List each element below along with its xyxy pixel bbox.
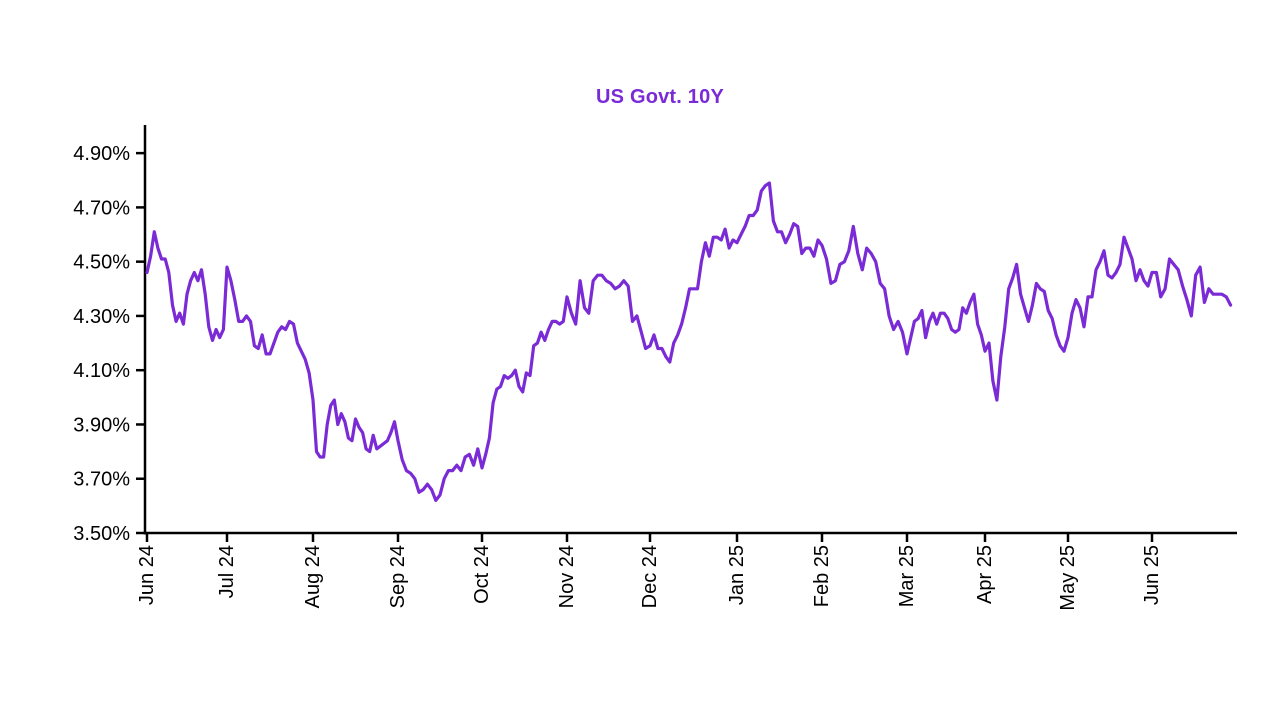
x-tick-label: Oct 24 — [471, 545, 493, 604]
y-tick-label: 4.70% — [73, 197, 130, 219]
x-tick-label: Aug 24 — [302, 545, 324, 608]
y-tick-label: 4.30% — [73, 306, 130, 328]
x-tick-label: Jun 25 — [1141, 545, 1163, 605]
y-tick-label: 3.50% — [73, 523, 130, 545]
x-tick-label: Feb 25 — [811, 545, 833, 607]
yield-line-series — [145, 181, 1233, 502]
y-tick-label: 4.10% — [73, 360, 130, 382]
chart-title: US Govt. 10Y — [596, 86, 724, 108]
y-tick-label: 3.90% — [73, 414, 130, 436]
x-tick-label: May 25 — [1057, 545, 1079, 611]
x-tick-label: Nov 24 — [556, 545, 578, 608]
x-tick-label: Jul 24 — [216, 545, 238, 598]
y-tick-label: 3.70% — [73, 469, 130, 491]
x-tick-label: Mar 25 — [896, 545, 918, 607]
x-tick-label: Apr 25 — [974, 545, 996, 604]
y-tick-label: 4.50% — [73, 252, 130, 274]
y-tick-label: 4.90% — [73, 143, 130, 165]
x-tick-label: Jun 24 — [136, 545, 158, 605]
x-tick-label: Jan 25 — [726, 545, 748, 605]
x-tick-label: Dec 24 — [639, 545, 661, 608]
x-tick-label: Sep 24 — [387, 545, 409, 608]
